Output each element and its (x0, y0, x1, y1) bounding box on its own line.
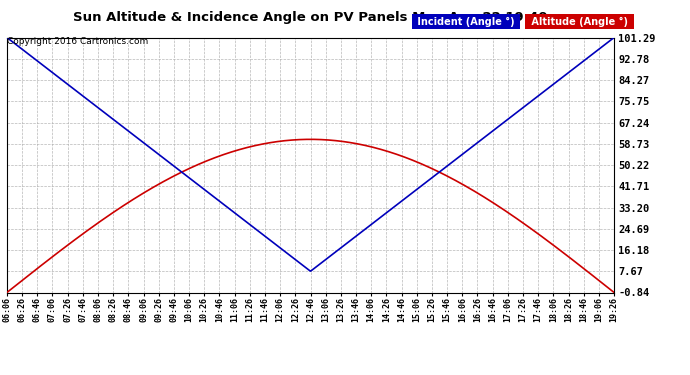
Text: Copyright 2016 Cartronics.com: Copyright 2016 Cartronics.com (7, 38, 148, 46)
Text: Sun Altitude & Incidence Angle on PV Panels Mon Aug 22 19:40: Sun Altitude & Incidence Angle on PV Pan… (73, 11, 548, 24)
Text: Altitude (Angle °): Altitude (Angle °) (528, 17, 631, 27)
Text: Incident (Angle °): Incident (Angle °) (414, 17, 518, 27)
